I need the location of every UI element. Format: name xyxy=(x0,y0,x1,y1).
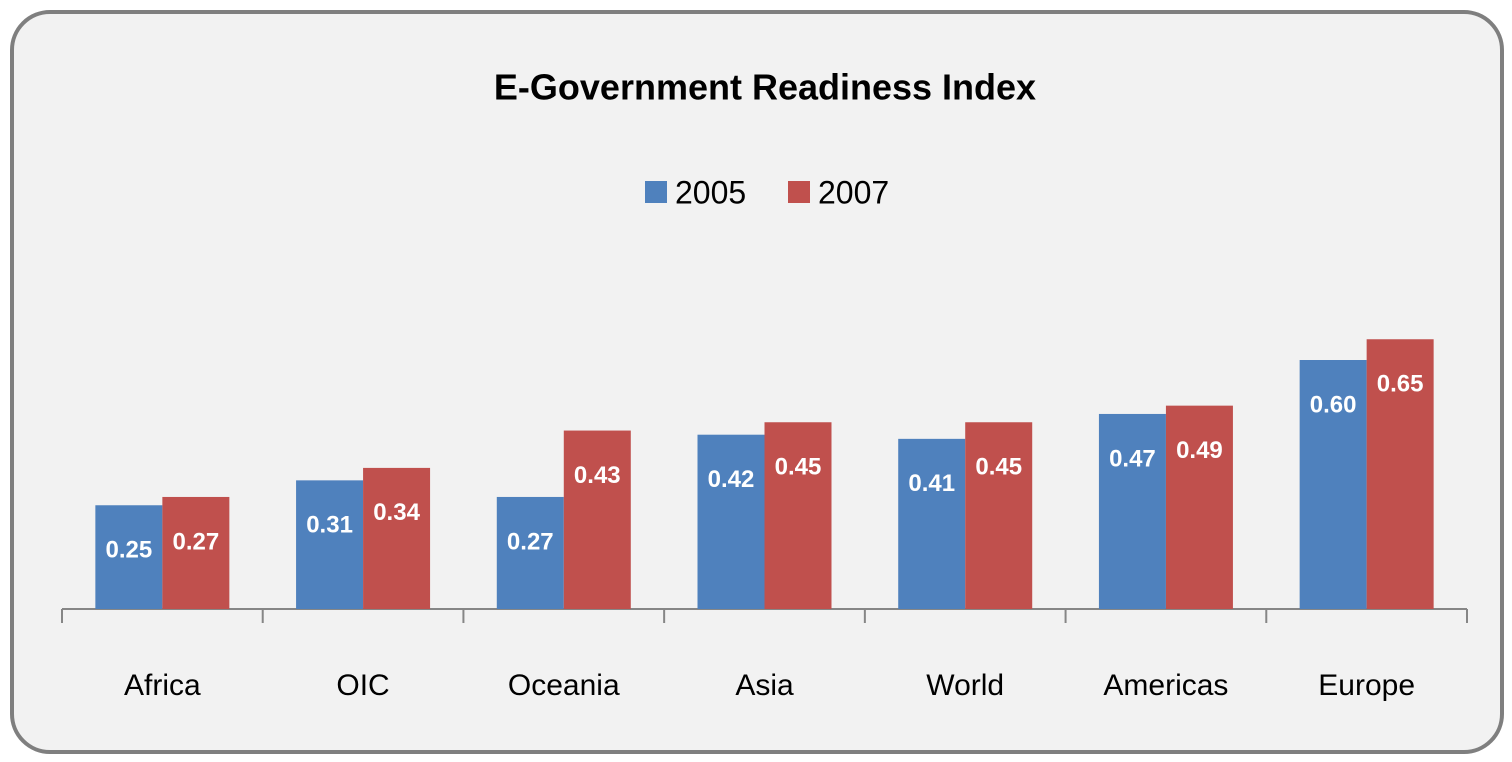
value-label: 0.45 xyxy=(975,454,1022,481)
legend-label: 2007 xyxy=(818,174,889,210)
value-label: 0.34 xyxy=(373,499,420,526)
bar xyxy=(898,438,966,609)
bar xyxy=(697,434,765,609)
x-tick-label: Asia xyxy=(735,669,794,702)
bar xyxy=(965,422,1033,609)
bar xyxy=(162,496,230,609)
value-label: 0.27 xyxy=(507,528,554,555)
value-label: 0.41 xyxy=(908,470,955,497)
bar xyxy=(95,505,163,609)
x-tick-label: Americas xyxy=(1103,669,1228,702)
x-tick-label: Europe xyxy=(1318,669,1415,702)
value-label: 0.45 xyxy=(775,454,822,481)
legend-label: 2005 xyxy=(675,174,746,210)
bar xyxy=(563,430,631,609)
x-tick-label: Africa xyxy=(124,669,201,702)
legend: 2005 2007 xyxy=(645,174,889,210)
bar xyxy=(1299,360,1367,609)
chart-panel xyxy=(10,10,1504,754)
value-label: 0.65 xyxy=(1377,371,1424,398)
x-tick-label: World xyxy=(926,669,1004,702)
chart-title: E-Government Readiness Index xyxy=(494,67,1036,108)
value-label: 0.49 xyxy=(1176,437,1223,464)
bar xyxy=(496,496,564,609)
bar xyxy=(296,480,364,609)
bar xyxy=(1165,405,1233,609)
bar xyxy=(363,467,431,609)
value-label: 0.43 xyxy=(574,462,621,489)
bar xyxy=(764,422,832,609)
bar xyxy=(1098,413,1166,609)
x-tick-label: OIC xyxy=(336,669,389,702)
value-label: 0.60 xyxy=(1310,391,1357,418)
value-label: 0.25 xyxy=(105,537,152,564)
legend-swatch xyxy=(788,181,810,203)
value-label: 0.31 xyxy=(306,512,353,539)
legend-swatch xyxy=(645,181,667,203)
value-label: 0.27 xyxy=(172,528,219,555)
value-label: 0.42 xyxy=(708,466,755,493)
x-tick-label: Oceania xyxy=(508,669,620,702)
bar xyxy=(1366,339,1434,609)
value-label: 0.47 xyxy=(1109,445,1156,472)
